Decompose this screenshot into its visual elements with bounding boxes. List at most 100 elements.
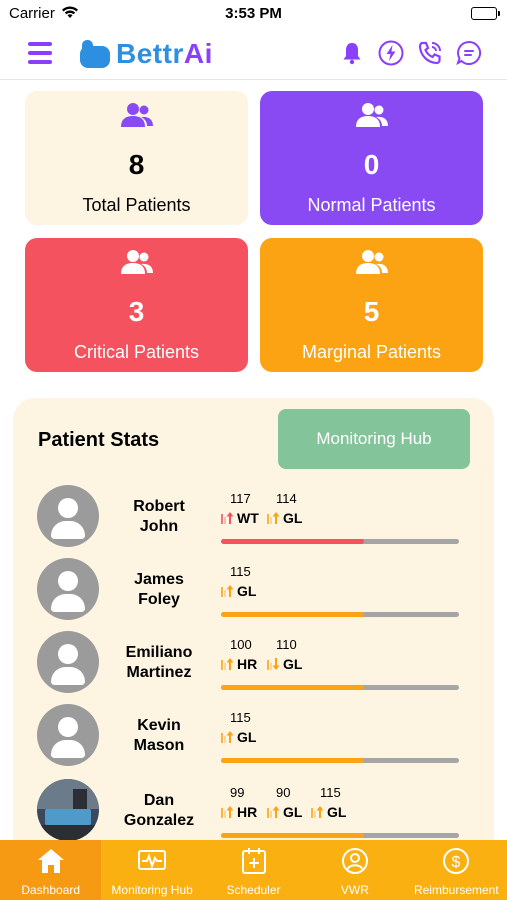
- vital-value: 100: [230, 637, 252, 652]
- logo-mark-icon: [80, 40, 110, 68]
- battery-icon: [471, 7, 500, 20]
- tab-vwr[interactable]: VWR: [304, 840, 405, 900]
- patient-vitals: 115 GL: [220, 710, 460, 750]
- patient-vitals: 99 HR 90 GL 115 GL: [220, 785, 460, 825]
- vital-reading: 100 HR: [220, 637, 280, 672]
- tab-label: Dashboard: [21, 883, 81, 897]
- status-bar: Carrier 3:53 PM: [0, 0, 507, 28]
- patient-stats-title: Patient Stats: [38, 429, 160, 451]
- normal-patients-card[interactable]: 0 Normal Patients: [260, 91, 483, 225]
- patients-icon: [260, 248, 483, 278]
- vital-label: GL: [266, 656, 326, 672]
- vital-reading: 115 GL: [220, 564, 280, 599]
- marginal-patients-count: 5: [363, 296, 380, 327]
- avatar-placeholder-icon: [37, 485, 99, 547]
- monitoring-hub-button[interactable]: Monitoring Hub: [278, 409, 470, 469]
- patient-row[interactable]: Dan Gonzalez 99 HR 90 GL 115 GL: [13, 779, 494, 840]
- tab-monitoring-hub[interactable]: Monitoring Hub: [101, 840, 202, 900]
- vital-value: 117: [230, 491, 251, 506]
- patient-name: Robert John: [133, 498, 185, 535]
- tab-label: VWR: [340, 883, 369, 897]
- vital-reading: 90 GL: [266, 785, 326, 820]
- app-logo: BettrAi: [80, 37, 213, 71]
- trend-up-icon: [220, 730, 234, 744]
- bottom-tab-bar: Dashboard Monitoring Hub Scheduler VWR $…: [0, 840, 507, 900]
- trend-up-icon: [220, 584, 234, 598]
- vital-label: HR: [220, 804, 280, 820]
- vital-reading: 99 HR: [220, 785, 280, 820]
- status-progress-bar: [221, 758, 459, 763]
- tab-reimbursement[interactable]: $ Reimbursement: [406, 840, 507, 900]
- dollar-icon: $: [406, 847, 507, 875]
- patient-vitals: 100 HR 110 GL: [220, 637, 460, 677]
- status-progress-bar: [221, 539, 459, 544]
- vwr-icon: [304, 847, 405, 875]
- patient-name: Kevin Mason: [133, 717, 185, 754]
- normal-patients-label: Normal Patients: [307, 195, 436, 215]
- patient-row[interactable]: Robert John 117 WT 114 GL: [13, 485, 494, 558]
- carrier-label: Carrier: [9, 5, 55, 22]
- vital-value: 110: [276, 637, 297, 652]
- status-progress-fill: [221, 833, 364, 838]
- normal-patients-count: 0: [363, 149, 380, 180]
- vital-label: GL: [220, 583, 280, 599]
- app-header: BettrAi: [0, 28, 507, 80]
- trend-up-icon: [220, 805, 234, 819]
- avatar-placeholder-icon: [37, 631, 99, 693]
- status-progress-fill: [221, 539, 364, 544]
- vital-label: WT: [220, 510, 280, 526]
- vital-label: GL: [266, 510, 326, 526]
- status-progress-fill: [221, 612, 364, 617]
- patient-row[interactable]: Emiliano Martinez 100 HR 110 GL: [13, 631, 494, 704]
- phone-icon[interactable]: [416, 39, 444, 67]
- marginal-patients-label: Marginal Patients: [301, 342, 442, 362]
- patients-icon: [260, 101, 483, 131]
- wifi-icon: [61, 5, 79, 23]
- chat-icon[interactable]: [455, 39, 483, 67]
- menu-icon[interactable]: [28, 42, 52, 64]
- trend-up-icon: [310, 805, 324, 819]
- patient-vitals: 117 WT 114 GL: [220, 491, 460, 531]
- status-progress-fill: [221, 758, 364, 763]
- tab-scheduler[interactable]: Scheduler: [203, 840, 304, 900]
- critical-patients-count: 3: [128, 296, 145, 327]
- patient-stats-panel: Patient Stats Monitoring Hub Robert John 1…: [13, 398, 494, 840]
- tab-label: Scheduler: [226, 883, 281, 897]
- vital-value: 114: [276, 491, 297, 506]
- vital-value: 115: [230, 564, 251, 579]
- patient-row[interactable]: Kevin Mason 115 GL: [13, 704, 494, 777]
- tab-label: Monitoring Hub: [111, 883, 193, 897]
- total-patients-label: Total Patients: [82, 195, 191, 215]
- calendar-icon: [203, 847, 304, 875]
- patient-photo: [37, 779, 99, 840]
- patient-name: Emiliano Martinez: [125, 644, 193, 681]
- bell-icon[interactable]: [338, 39, 366, 67]
- status-progress-bar: [221, 612, 459, 617]
- patient-name: Dan Gonzalez: [123, 792, 195, 829]
- marginal-patients-card[interactable]: 5 Marginal Patients: [260, 238, 483, 372]
- patients-icon: [25, 248, 248, 278]
- critical-patients-label: Critical Patients: [73, 342, 200, 362]
- home-icon: [0, 847, 101, 875]
- vital-label: GL: [266, 804, 326, 820]
- trend-up-icon: [220, 657, 234, 671]
- vital-label: GL: [220, 729, 280, 745]
- dashboard-content[interactable]: 8 Total Patients 0 Normal Patients 3 Cri…: [0, 80, 507, 840]
- tab-dashboard[interactable]: Dashboard: [0, 840, 102, 900]
- vital-value: 115: [320, 785, 341, 800]
- patients-icon: [25, 101, 248, 131]
- critical-patients-card[interactable]: 3 Critical Patients: [25, 238, 248, 372]
- clock: 3:53 PM: [225, 5, 282, 22]
- vital-reading: 110 GL: [266, 637, 326, 672]
- svg-text:$: $: [452, 854, 461, 871]
- status-progress-bar: [221, 685, 459, 690]
- total-patients-card[interactable]: 8 Total Patients: [25, 91, 248, 225]
- lightning-icon[interactable]: [377, 39, 405, 67]
- patient-vitals: 115 GL: [220, 564, 460, 604]
- trend-up-icon: [220, 511, 234, 525]
- vital-value: 99: [230, 785, 245, 800]
- patient-name: James Foley: [134, 571, 184, 608]
- vital-reading: 114 GL: [266, 491, 326, 526]
- trend-down-icon: [266, 657, 280, 671]
- patient-row[interactable]: James Foley 115 GL: [13, 558, 494, 631]
